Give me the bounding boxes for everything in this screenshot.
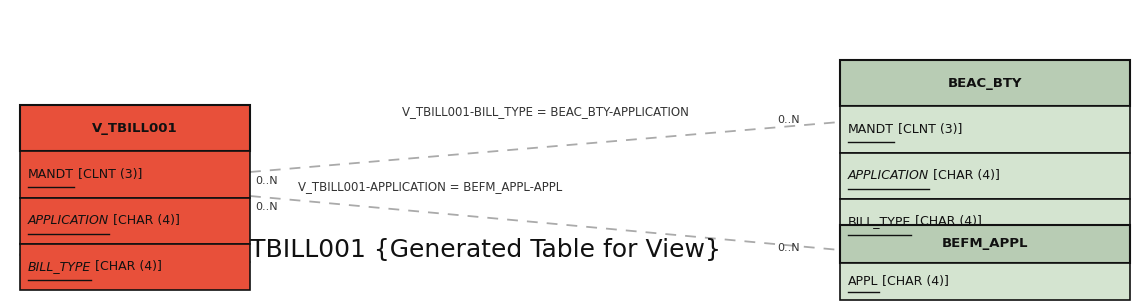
Bar [21,244,249,290]
Text: APPLICATION: APPLICATION [849,169,929,182]
Bar [21,151,249,198]
Bar [21,198,249,244]
Text: APPL: APPL [849,275,878,288]
Bar [839,60,1130,106]
Text: 0..N: 0..N [255,202,278,212]
Bar [839,225,1130,262]
Text: [CLNT (3)]: [CLNT (3)] [894,123,962,136]
Text: V_TBILL001: V_TBILL001 [92,122,178,135]
Text: [CHAR (4)]: [CHAR (4)] [109,214,180,227]
Text: 0..N: 0..N [255,176,278,186]
Text: V_TBILL001-BILL_TYPE = BEAC_BTY-APPLICATION: V_TBILL001-BILL_TYPE = BEAC_BTY-APPLICAT… [402,105,688,118]
Text: APPLICATION: APPLICATION [28,214,109,227]
Text: 0..N: 0..N [778,115,800,125]
Text: 0..N: 0..N [778,243,800,253]
Text: V_TBILL001-APPLICATION = BEFM_APPL-APPL: V_TBILL001-APPLICATION = BEFM_APPL-APPL [298,180,563,193]
Text: [CHAR (4)]: [CHAR (4)] [911,215,982,228]
Bar [839,199,1130,245]
Text: SAP ABAP table V_TBILL001 {Generated Table for View}: SAP ABAP table V_TBILL001 {Generated Tab… [18,238,721,263]
Text: BEAC_BTY: BEAC_BTY [948,77,1022,90]
Text: BILL_TYPE: BILL_TYPE [28,260,91,273]
Text: [CLNT (3)]: [CLNT (3)] [74,168,142,181]
Text: MANDT: MANDT [28,168,74,181]
Text: BILL_TYPE: BILL_TYPE [849,215,911,228]
Text: BEFM_APPL: BEFM_APPL [942,237,1029,250]
Bar [21,105,249,151]
Bar [839,106,1130,153]
Text: MANDT: MANDT [849,123,894,136]
Bar [839,153,1130,199]
Bar [839,262,1130,300]
Text: [CHAR (4)]: [CHAR (4)] [929,169,1000,182]
Text: [CHAR (4)]: [CHAR (4)] [878,275,950,288]
Text: [CHAR (4)]: [CHAR (4)] [91,260,162,273]
